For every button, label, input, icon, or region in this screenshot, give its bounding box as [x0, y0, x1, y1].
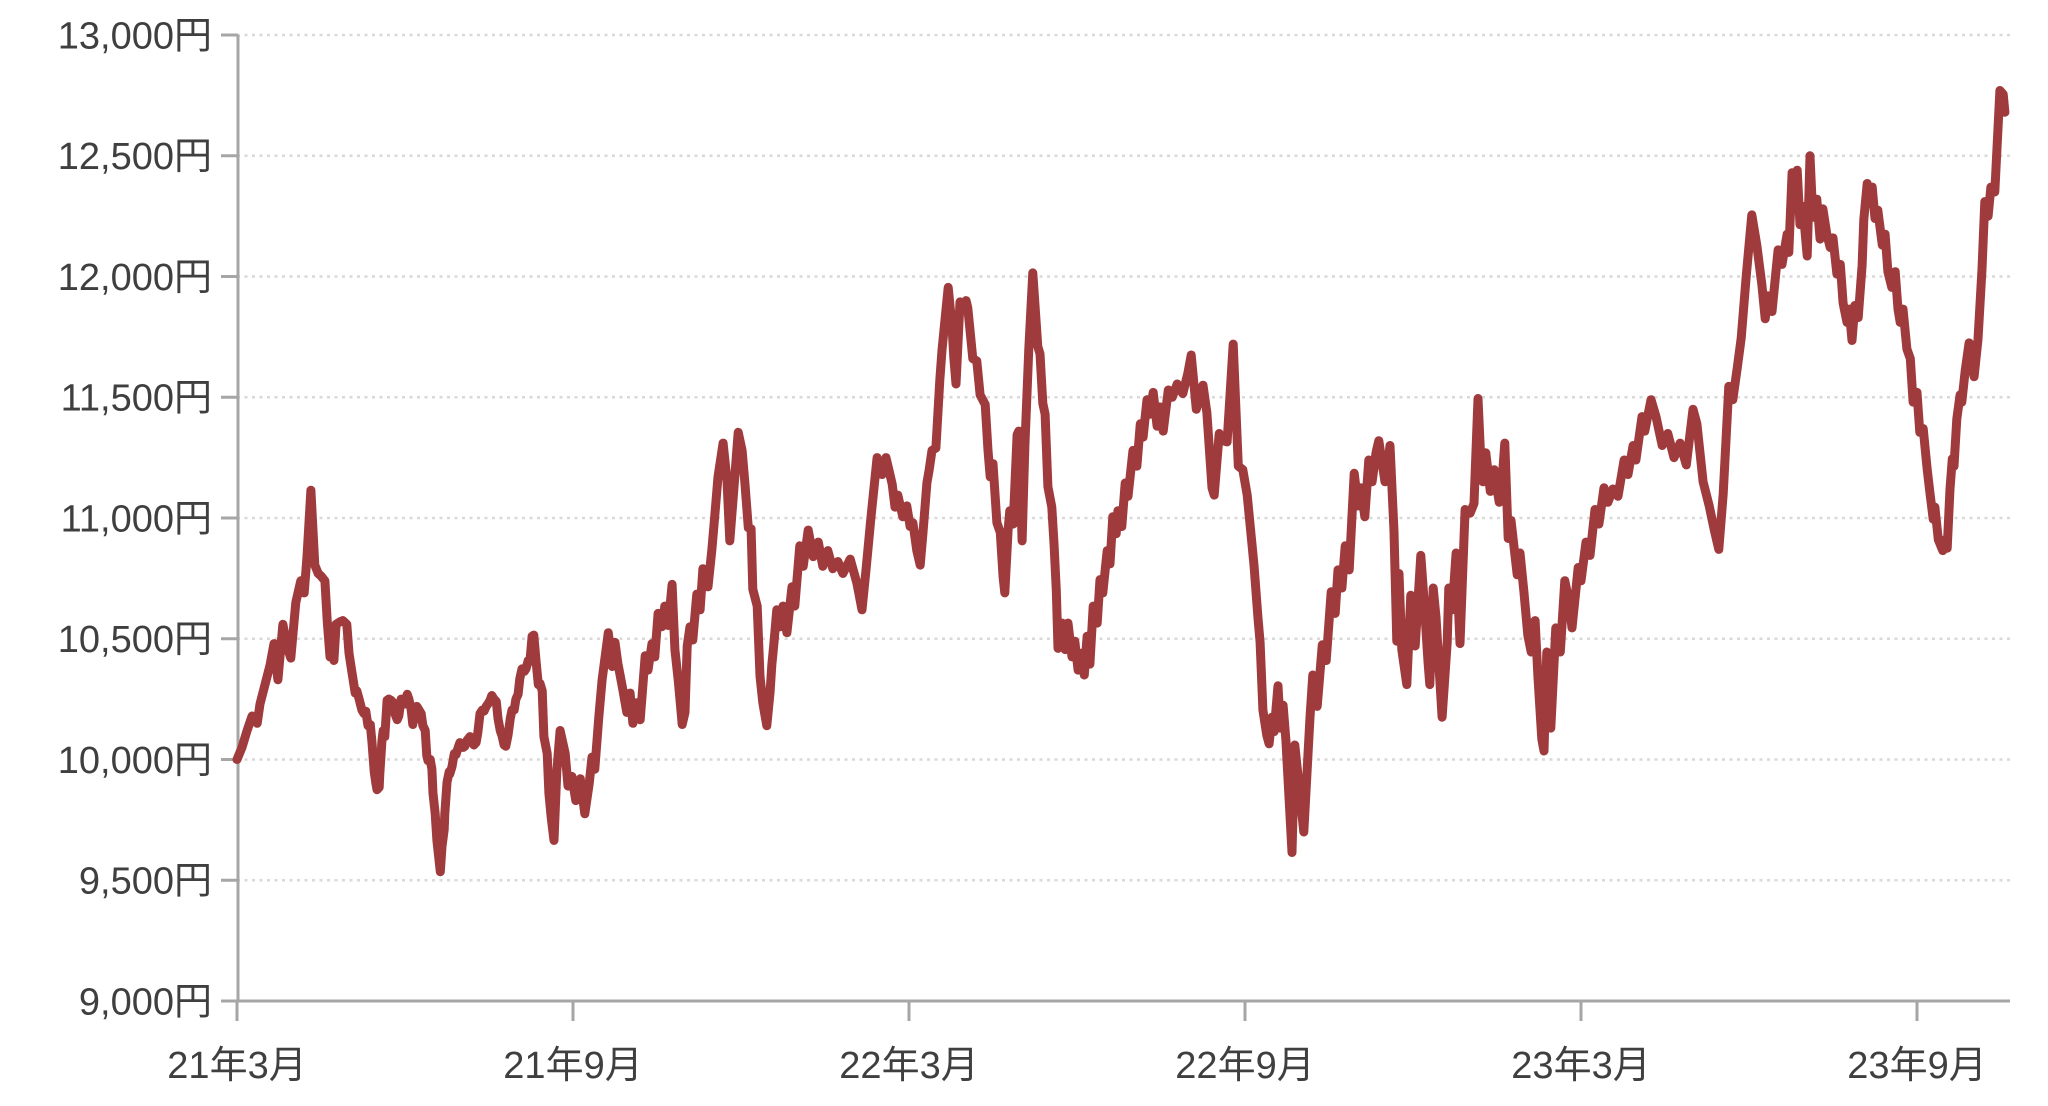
x-axis-label: 23年3月	[1511, 1045, 1650, 1087]
y-axis-label: 12,000円	[58, 257, 212, 299]
y-axis-label: 9,000円	[79, 981, 212, 1023]
y-axis-label: 12,500円	[58, 136, 212, 178]
y-axis-label: 9,500円	[79, 861, 212, 903]
y-axis-label: 11,000円	[61, 498, 212, 540]
y-axis-label: 10,000円	[58, 740, 212, 782]
x-axis-label: 21年3月	[167, 1045, 306, 1087]
price-line	[232, 86, 2010, 877]
y-axis-label: 10,500円	[58, 619, 212, 661]
y-axis-label: 13,000円	[58, 15, 212, 57]
x-axis-label: 22年3月	[839, 1045, 978, 1087]
x-axis-label: 22年9月	[1175, 1045, 1314, 1087]
y-axis-label: 11,500円	[61, 378, 212, 420]
x-axis-label: 23年9月	[1847, 1045, 1986, 1087]
x-axis-label: 21年9月	[503, 1045, 642, 1087]
